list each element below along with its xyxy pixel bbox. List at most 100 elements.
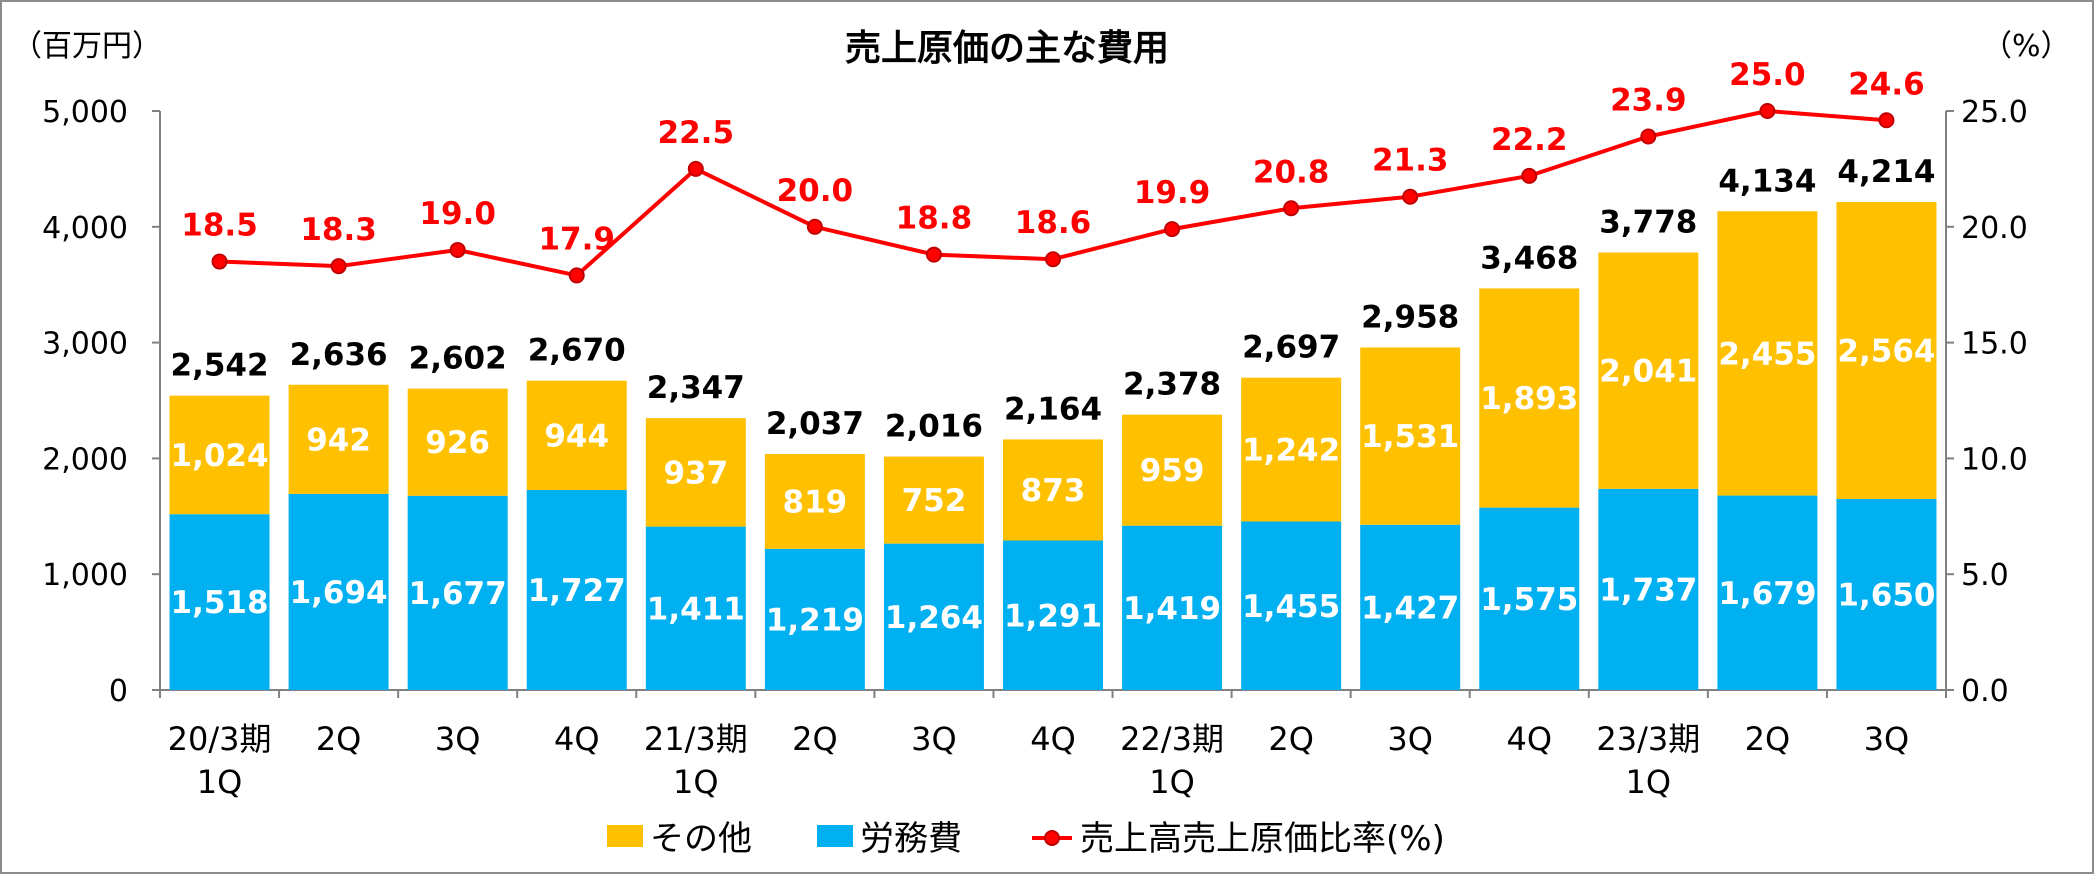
ratio-line-path — [219, 109, 1887, 278]
bar-label-labor: 1,264 — [885, 600, 983, 636]
ratio-label: 24.6 — [1848, 66, 1925, 102]
bar-label-labor: 1,219 — [766, 602, 864, 638]
bar-label-other: 944 — [544, 418, 609, 454]
bar-other — [526, 380, 627, 491]
x-tick-label: 4Q — [1506, 720, 1552, 758]
legend-label-labor: 労務費 — [860, 819, 962, 859]
bar-labor — [1360, 524, 1461, 690]
x-tick-label: 2Q — [1268, 720, 1314, 758]
bar-other — [764, 453, 865, 549]
bar-total-label: 2,347 — [647, 370, 745, 406]
y-tick-label: 0 — [109, 674, 128, 709]
ratio-label: 20.8 — [1253, 154, 1330, 190]
bar-labor — [1122, 525, 1223, 690]
bar-other — [1360, 347, 1461, 525]
bar-labor — [288, 493, 389, 690]
ratio-point — [1045, 251, 1061, 268]
ratio-label: 18.8 — [896, 201, 973, 237]
bar-other — [1241, 377, 1342, 522]
y-tick-label: 2,000 — [42, 442, 128, 477]
ratio-point — [1164, 221, 1181, 238]
bar-other — [407, 388, 508, 496]
bar-other — [1003, 439, 1103, 541]
ratio-point — [449, 241, 466, 258]
axes: 0 1,000 2,000 3,000 4,000 5,000 0.0 5.0 10.0 15.0… — [42, 95, 2028, 801]
y2-tick-label: 10.0 — [1961, 442, 2028, 477]
bar-label-other: 2,041 — [1599, 354, 1697, 390]
legend-swatch-other — [607, 825, 643, 847]
bar-label-labor: 1,650 — [1837, 577, 1935, 613]
x-tick-label: 1Q — [1149, 763, 1195, 801]
ratio-label: 17.9 — [538, 221, 615, 257]
bar-total-label: 3,468 — [1480, 240, 1578, 276]
bar-labor — [526, 490, 627, 690]
bar-label-labor: 1,518 — [171, 585, 269, 621]
legend-label-ratio: 売上高売上原価比率(%) — [1080, 819, 1445, 859]
ratio-label: 19.9 — [1134, 175, 1211, 211]
y2-tick-label: 15.0 — [1961, 327, 2028, 362]
x-tick-label: 2Q — [316, 720, 362, 758]
bar-labor — [1241, 521, 1342, 690]
x-tick-label: 4Q — [1030, 720, 1076, 758]
bar-total-label: 2,164 — [1004, 391, 1102, 427]
bar-total-label: 2,016 — [885, 409, 983, 445]
bar-total-label: 2,602 — [409, 341, 507, 377]
y-tick-label: 1,000 — [42, 558, 128, 593]
ratio-label: 20.0 — [777, 173, 854, 209]
ratio-label: 19.0 — [419, 196, 496, 232]
bar-label-other: 873 — [1021, 473, 1086, 509]
y2-tick-label: 5.0 — [1961, 558, 2009, 593]
bar-labor — [169, 514, 270, 690]
bar-total-label: 4,214 — [1837, 154, 1935, 190]
ratio-label: 18.6 — [1015, 205, 1092, 241]
right-axis-unit: （%） — [1982, 29, 2071, 64]
x-tick-label: 1Q — [197, 763, 243, 801]
bar-label-labor: 1,737 — [1599, 572, 1697, 608]
legend: その他 労務費 売上高売上原価比率(%) — [607, 819, 1445, 859]
ratio-point — [687, 160, 704, 177]
ratio-label: 25.0 — [1729, 57, 1806, 93]
bar-label-other: 937 — [663, 455, 728, 491]
bar-label-labor: 1,694 — [290, 575, 388, 611]
bar-labor — [764, 548, 865, 690]
legend-label-other: その他 — [650, 819, 752, 859]
x-tick-label: 1Q — [673, 763, 719, 801]
x-tick-label: 23/3期 — [1596, 720, 1700, 758]
ratio-label: 18.5 — [181, 208, 258, 244]
bar-label-labor: 1,427 — [1361, 590, 1459, 626]
bar-labor — [883, 543, 984, 690]
bar-other — [645, 418, 746, 527]
bar-labor — [1598, 488, 1699, 690]
x-tick-label: 2Q — [1745, 720, 1791, 758]
ratio-label: 23.9 — [1610, 82, 1687, 118]
bar-label-other: 819 — [783, 484, 848, 520]
ratio-label: 18.3 — [300, 212, 377, 248]
legend-marker-ratio — [1044, 830, 1060, 846]
ratio-point — [925, 246, 942, 263]
y-tick-label: 5,000 — [42, 95, 128, 130]
y2-tick-label: 25.0 — [1961, 95, 2028, 130]
ratio-point — [1640, 128, 1657, 145]
ratio-point — [330, 258, 347, 275]
bar-total-label: 2,542 — [171, 348, 269, 384]
x-tick-label: 3Q — [911, 720, 957, 758]
x-tick-label: 4Q — [554, 720, 600, 758]
bar-total-label: 2,697 — [1242, 330, 1340, 366]
x-tick-label: 22/3期 — [1120, 720, 1224, 758]
ratio-point — [1521, 167, 1538, 184]
left-axis-unit: （百万円） — [12, 29, 162, 64]
bar-labor — [1836, 498, 1937, 690]
bar-label-labor: 1,419 — [1123, 591, 1221, 627]
bar-labor — [1479, 507, 1580, 690]
bar-labor — [645, 526, 746, 690]
bar-other — [169, 395, 270, 515]
bar-label-labor: 1,727 — [528, 573, 626, 609]
bar-label-other: 942 — [306, 422, 371, 458]
bar-total-label: 2,378 — [1123, 367, 1221, 403]
bar-total-label: 4,134 — [1718, 163, 1816, 199]
bar-label-other: 752 — [902, 483, 967, 519]
bar-labor — [1717, 495, 1818, 690]
bar-label-labor: 1,411 — [647, 591, 745, 627]
